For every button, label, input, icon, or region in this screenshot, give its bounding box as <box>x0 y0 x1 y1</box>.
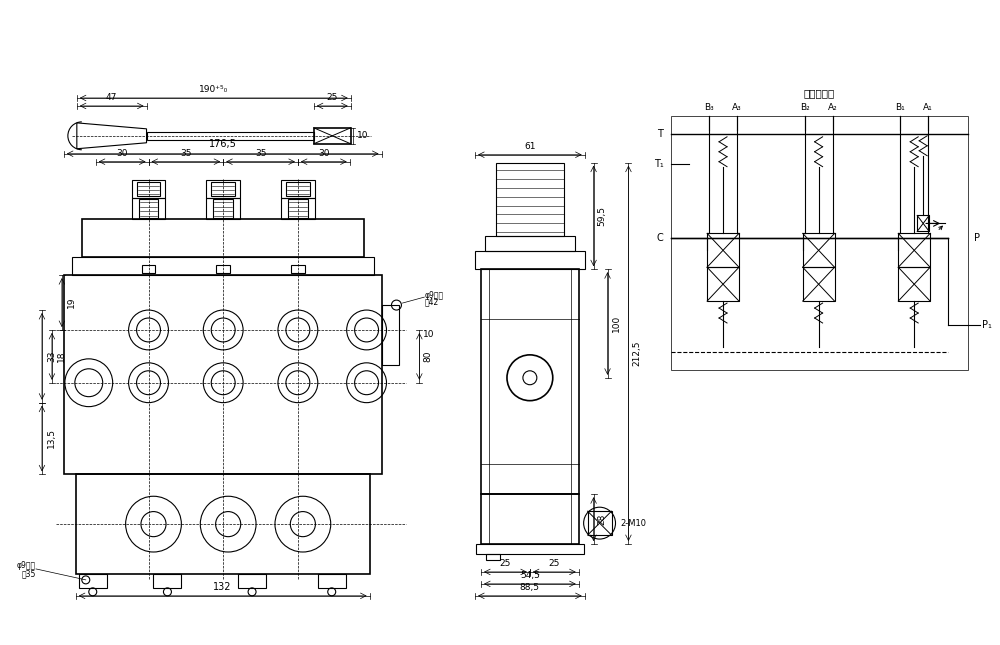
Text: 19: 19 <box>67 297 76 308</box>
Text: 176,5: 176,5 <box>209 139 237 149</box>
Text: 88,5: 88,5 <box>520 583 540 592</box>
Text: 30: 30 <box>116 149 128 158</box>
Bar <box>486 554 500 560</box>
Bar <box>382 305 399 365</box>
Text: T: T <box>657 129 663 139</box>
Bar <box>291 265 305 273</box>
Text: 10: 10 <box>357 132 368 141</box>
Bar <box>76 474 370 574</box>
Bar <box>206 197 240 219</box>
Text: 132: 132 <box>213 582 232 592</box>
Bar <box>147 132 314 140</box>
Bar <box>139 199 158 219</box>
Bar <box>475 252 585 269</box>
Text: 212,5: 212,5 <box>632 341 641 366</box>
Text: 28: 28 <box>598 513 607 525</box>
Bar <box>476 544 584 554</box>
Bar <box>132 179 165 197</box>
Bar <box>79 574 107 588</box>
Text: 61: 61 <box>524 142 536 151</box>
Text: P₁: P₁ <box>982 320 992 330</box>
Text: 深42: 深42 <box>424 297 439 306</box>
Text: 59,5: 59,5 <box>598 206 607 226</box>
Text: T₁: T₁ <box>654 159 663 169</box>
Text: B₃: B₃ <box>704 103 714 112</box>
Bar <box>588 511 612 535</box>
Text: 18: 18 <box>57 351 66 362</box>
Bar <box>707 267 739 301</box>
Text: 10: 10 <box>423 330 435 339</box>
Text: 33: 33 <box>47 351 56 362</box>
Text: 25: 25 <box>327 93 338 102</box>
Bar <box>137 182 160 195</box>
Bar <box>64 275 382 474</box>
Text: φ9盲孔: φ9盲孔 <box>424 291 443 300</box>
Text: φ9盲孔: φ9盲孔 <box>17 561 36 570</box>
Bar <box>72 257 374 275</box>
Bar <box>481 494 579 544</box>
Bar <box>898 267 930 301</box>
Text: 100: 100 <box>612 315 621 332</box>
Text: B₁: B₁ <box>895 103 905 112</box>
Text: P: P <box>974 233 980 243</box>
Bar <box>206 179 240 197</box>
Bar <box>211 182 235 195</box>
Text: C: C <box>657 233 663 243</box>
Bar <box>671 116 968 370</box>
Bar <box>707 233 739 267</box>
Text: 47: 47 <box>106 93 117 102</box>
Text: 190⁺⁵₀: 190⁺⁵₀ <box>199 85 228 94</box>
Text: 35: 35 <box>255 149 266 158</box>
Bar <box>803 267 835 301</box>
Text: 35: 35 <box>180 149 192 158</box>
Bar <box>314 128 351 144</box>
Bar <box>496 163 564 236</box>
Bar <box>238 574 266 588</box>
Text: 深35: 深35 <box>22 570 36 579</box>
Bar <box>281 179 315 197</box>
Bar <box>142 265 155 273</box>
Bar <box>132 197 165 219</box>
Text: 13,5: 13,5 <box>47 428 56 448</box>
Bar <box>286 182 310 195</box>
Bar <box>318 574 346 588</box>
Text: 30: 30 <box>318 149 330 158</box>
Text: B₂: B₂ <box>800 103 810 112</box>
Text: A₃: A₃ <box>732 103 742 112</box>
Bar <box>281 197 315 219</box>
Text: 25: 25 <box>549 559 560 568</box>
Bar <box>213 199 233 219</box>
Bar <box>803 233 835 267</box>
Bar <box>288 199 308 219</box>
Text: 2-M10: 2-M10 <box>620 519 646 528</box>
Bar <box>917 215 929 232</box>
Text: 80: 80 <box>423 351 432 362</box>
Text: 54,5: 54,5 <box>520 571 540 580</box>
Bar <box>898 233 930 267</box>
Text: A₂: A₂ <box>828 103 837 112</box>
Bar <box>485 236 575 252</box>
Text: A₁: A₁ <box>923 103 933 112</box>
Bar <box>82 219 364 257</box>
Bar <box>216 265 230 273</box>
Bar <box>481 269 579 494</box>
Bar <box>153 574 181 588</box>
Text: 液压原理图: 液压原理图 <box>804 88 835 98</box>
Text: 25: 25 <box>500 559 511 568</box>
